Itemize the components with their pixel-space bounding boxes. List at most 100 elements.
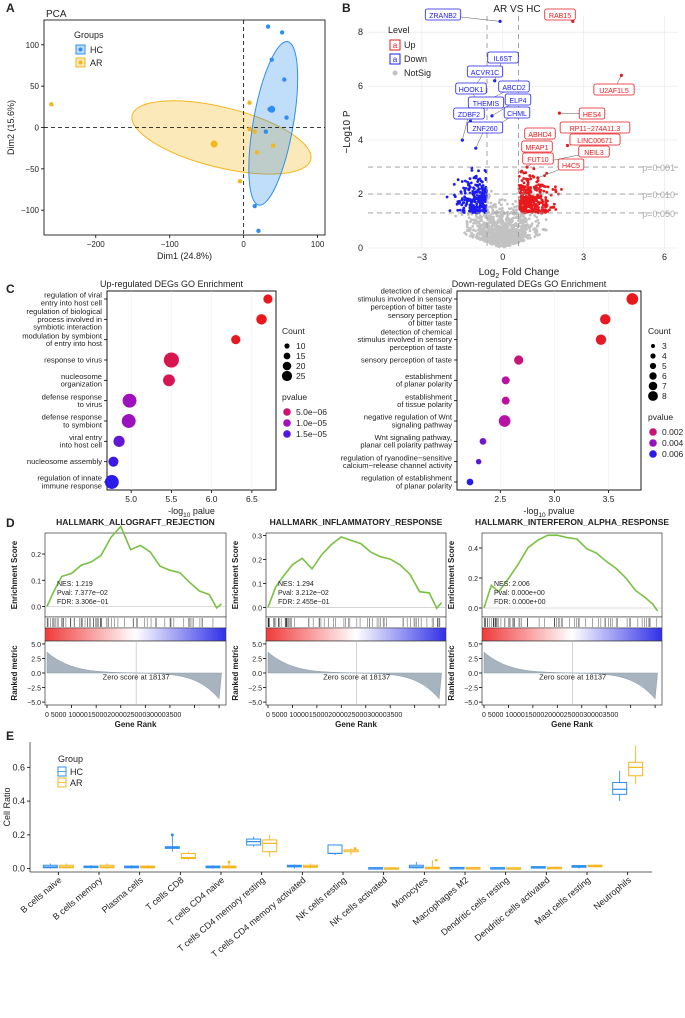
up-point bbox=[554, 190, 558, 194]
notsig-point bbox=[460, 213, 464, 217]
notsig-point bbox=[494, 212, 497, 215]
up-point bbox=[526, 178, 530, 182]
notsig-point bbox=[513, 241, 517, 245]
notsig-point bbox=[533, 214, 537, 217]
box-body-ar bbox=[628, 761, 644, 777]
down-point bbox=[467, 197, 471, 201]
go-pvalue-legend-dot bbox=[283, 430, 291, 438]
gene-label: THEMIS bbox=[473, 101, 500, 108]
up-point bbox=[529, 177, 533, 181]
down-point bbox=[472, 194, 476, 197]
notsig-point bbox=[496, 229, 499, 233]
panel-letter-c: C bbox=[6, 282, 15, 296]
notsig-point bbox=[482, 213, 486, 217]
go-count-legend-dot bbox=[648, 381, 658, 391]
notsig-point bbox=[480, 227, 484, 231]
notsig-point bbox=[454, 214, 458, 218]
gsea-xlabel: Gene Rank bbox=[115, 720, 157, 729]
notsig-point bbox=[496, 240, 500, 244]
go-xtick-label: 6.0 bbox=[206, 494, 218, 504]
notsig-point bbox=[487, 216, 491, 220]
up-point bbox=[535, 180, 539, 184]
notsig-point bbox=[524, 216, 527, 220]
volcano-legend-label: NotSig bbox=[404, 68, 431, 78]
go-term-label: regulation of establishment bbox=[361, 474, 453, 483]
gene-label-box bbox=[455, 82, 487, 95]
gene-label-box bbox=[466, 121, 504, 134]
up-point bbox=[523, 191, 526, 194]
pca-point-ar bbox=[252, 129, 257, 134]
e-category-label: Dendritic cells activated bbox=[473, 875, 552, 943]
up-point bbox=[544, 185, 547, 189]
down-point bbox=[472, 186, 475, 190]
go-xlabel: -log10 pvalue bbox=[523, 506, 574, 519]
gene-hit-strip bbox=[265, 616, 447, 629]
down-point bbox=[461, 201, 465, 205]
up-point bbox=[522, 181, 526, 185]
go-term-label: nucleosome assembly bbox=[27, 457, 102, 466]
notsig-point bbox=[487, 228, 491, 232]
up-point bbox=[520, 179, 524, 182]
notsig-point bbox=[492, 215, 495, 219]
go-term-label: defense response bbox=[42, 413, 102, 422]
down-point bbox=[464, 187, 468, 190]
go-title-down: Down-regulated DEGs GO Enrichment bbox=[452, 279, 607, 289]
pca-point-hc bbox=[269, 57, 274, 62]
y-tick-label: 100 bbox=[26, 41, 40, 50]
go-term-label: calcium−release channel activity bbox=[343, 461, 452, 470]
up-point bbox=[537, 187, 541, 190]
metric-ytick-label: −5.0 bbox=[248, 700, 262, 707]
rank-color-bar bbox=[44, 627, 227, 642]
notsig-point bbox=[512, 208, 515, 212]
go-dot bbox=[514, 355, 524, 365]
gsea-pval: Pval: 3.212e−02 bbox=[278, 590, 329, 597]
go-dot bbox=[626, 293, 639, 305]
running-enrichment-curve bbox=[46, 524, 223, 610]
ar-confidence-ellipse bbox=[131, 100, 312, 175]
go-dot bbox=[122, 393, 137, 408]
down-point bbox=[463, 191, 467, 195]
e-category-label: Dendritic cells resting bbox=[439, 875, 511, 938]
down-point bbox=[477, 210, 481, 213]
gsea-xlabel: Gene Rank bbox=[335, 720, 377, 729]
gene-label-box bbox=[467, 96, 505, 109]
notsig-point bbox=[489, 201, 493, 205]
notsig-point bbox=[509, 228, 513, 232]
notsig-point bbox=[524, 233, 527, 237]
gsea-ytick-label: 0.1 bbox=[252, 581, 262, 588]
notsig-point bbox=[527, 217, 531, 221]
go-count-legend-dot bbox=[651, 344, 655, 348]
up-point bbox=[532, 196, 536, 199]
go-dot bbox=[121, 414, 136, 428]
go-term-label: symbiotic interaction bbox=[33, 323, 102, 332]
e-category-label: Plasma cells bbox=[100, 875, 146, 915]
go-term-label: process involved in bbox=[37, 315, 102, 324]
up-point bbox=[541, 205, 544, 209]
go-term-label: entry into host cell bbox=[41, 298, 103, 307]
go-pvalue-legend-label: 1.5e−05 bbox=[296, 429, 327, 439]
notsig-point bbox=[513, 205, 516, 209]
go-dot bbox=[113, 435, 125, 447]
up-point bbox=[529, 205, 533, 209]
up-point bbox=[524, 171, 528, 175]
y-tick-label: −100 bbox=[21, 206, 40, 215]
gene-label-box bbox=[522, 152, 554, 165]
gene-label: RP11−274A11.3 bbox=[570, 126, 621, 133]
go-count-legend-label: 3 bbox=[662, 341, 667, 351]
down-point bbox=[462, 209, 466, 213]
notsig-point bbox=[500, 221, 504, 225]
notsig-point bbox=[535, 230, 539, 234]
notsig-point bbox=[485, 221, 489, 225]
up-point bbox=[544, 211, 547, 214]
notsig-point bbox=[515, 204, 519, 208]
notsig-point bbox=[490, 227, 494, 231]
up-point bbox=[519, 183, 523, 187]
down-point bbox=[465, 198, 469, 201]
down-point bbox=[463, 189, 467, 193]
gene-label: ABCD2 bbox=[502, 85, 525, 92]
notsig-point bbox=[544, 218, 548, 221]
notsig-point bbox=[498, 220, 502, 224]
go-term-label: immune response bbox=[42, 481, 102, 490]
gene-label-box bbox=[521, 140, 553, 153]
notsig-point bbox=[509, 239, 513, 243]
